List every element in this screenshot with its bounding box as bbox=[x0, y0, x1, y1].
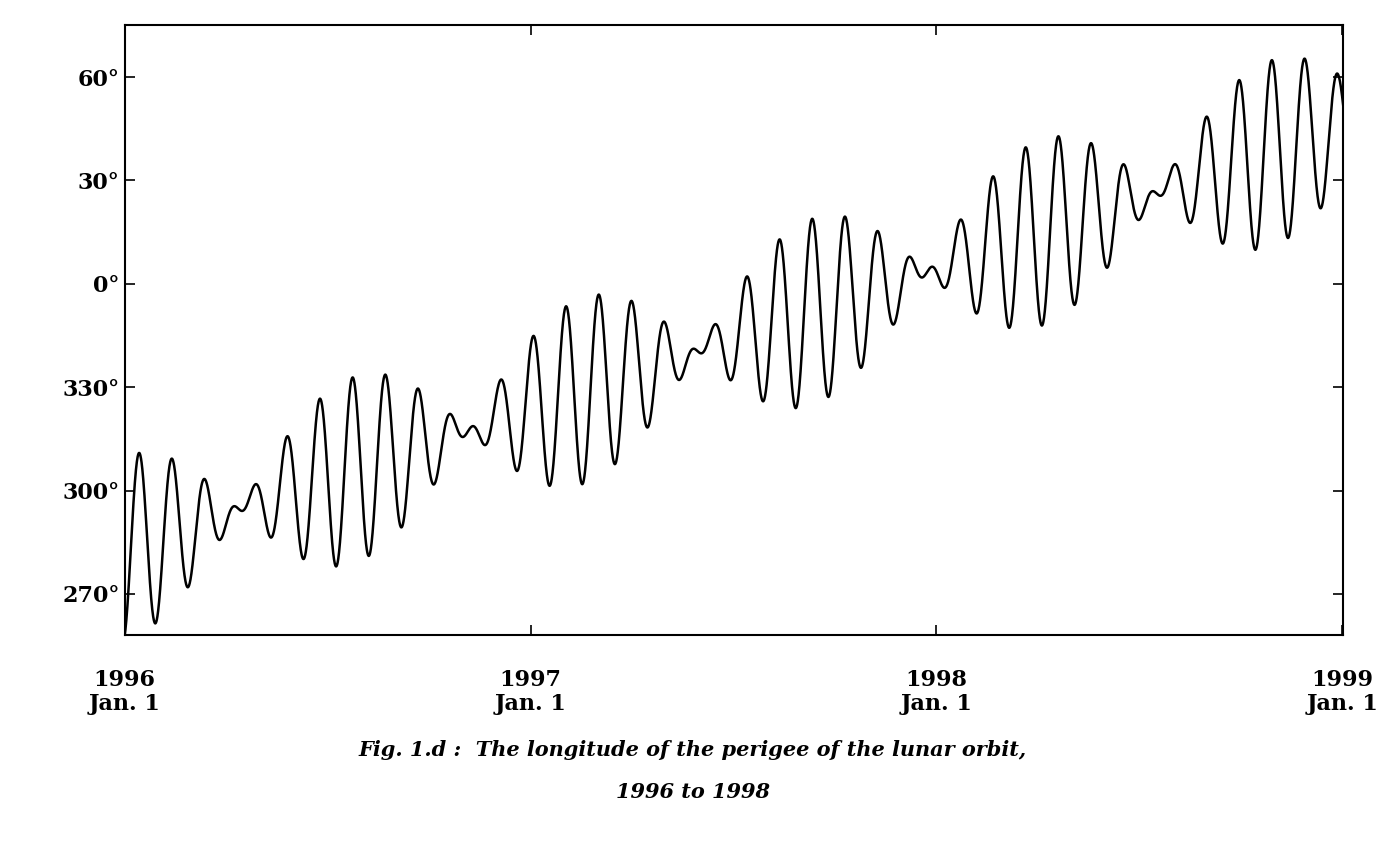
Text: 1997: 1997 bbox=[500, 669, 561, 691]
Text: 1998: 1998 bbox=[906, 669, 968, 691]
Text: 1996 to 1998: 1996 to 1998 bbox=[615, 782, 770, 802]
Text: Fig. 1.d :  The longitude of the perigee of the lunar orbit,: Fig. 1.d : The longitude of the perigee … bbox=[359, 739, 1026, 760]
Text: Jan. 1: Jan. 1 bbox=[1306, 693, 1378, 715]
Text: 1996: 1996 bbox=[94, 669, 155, 691]
Text: Jan. 1: Jan. 1 bbox=[494, 693, 566, 715]
Text: Jan. 1: Jan. 1 bbox=[89, 693, 161, 715]
Text: 1999: 1999 bbox=[1312, 669, 1374, 691]
Text: Jan. 1: Jan. 1 bbox=[900, 693, 972, 715]
